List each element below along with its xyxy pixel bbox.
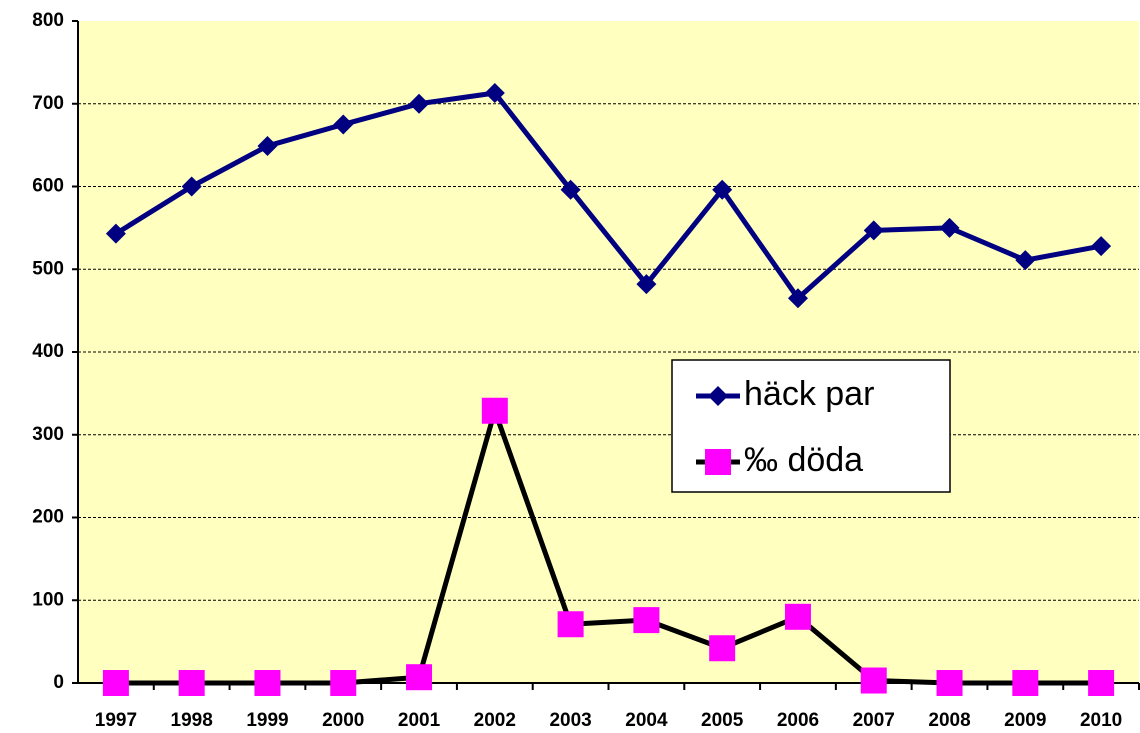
x-tick-label: 2001: [398, 710, 441, 731]
data-point: [254, 670, 281, 696]
data-point: [936, 670, 963, 696]
x-tick-label: 2006: [777, 710, 819, 731]
x-tick-label: 2003: [549, 710, 591, 731]
y-tick-label: 400: [32, 341, 64, 362]
legend-marker: [705, 449, 731, 475]
data-point: [406, 664, 433, 691]
data-point: [409, 93, 430, 114]
y-tick-label: 500: [32, 258, 64, 279]
data-point: [863, 220, 884, 241]
data-point: [636, 274, 657, 295]
data-point: [712, 179, 733, 200]
data-point: [560, 179, 581, 200]
data-point: [181, 176, 202, 197]
data-point: [633, 607, 660, 634]
data-point: [787, 288, 808, 309]
y-tick-label: 200: [32, 507, 64, 528]
data-point: [557, 611, 584, 638]
y-tick-label: 0: [53, 672, 64, 693]
data-point: [481, 397, 508, 424]
data-point: [102, 670, 129, 696]
x-tick-label: 2010: [1080, 710, 1122, 731]
legend-label: ‰ döda: [744, 441, 863, 479]
y-tick-label: 100: [32, 589, 64, 610]
x-tick-label: 2008: [928, 710, 970, 731]
data-point: [178, 670, 205, 696]
y-tick-label: 800: [32, 10, 64, 31]
x-tick-label: 2000: [322, 710, 364, 731]
x-tick-label: 2002: [474, 710, 516, 731]
series-line: [114, 90, 1102, 301]
x-tick-label: 2005: [701, 710, 744, 731]
y-tick-label: 700: [32, 93, 64, 114]
legend-label: häck par: [744, 375, 874, 413]
data-point: [784, 603, 811, 630]
data-point: [709, 635, 736, 662]
data-point: [1091, 236, 1112, 257]
data-point: [1015, 250, 1036, 271]
data-point: [333, 114, 354, 135]
data-point: [257, 135, 278, 156]
x-tick-label: 2004: [625, 710, 668, 731]
x-tick-label: 1999: [246, 710, 288, 731]
data-point: [105, 223, 126, 244]
x-tick-label: 2009: [1004, 710, 1046, 731]
data-point: [484, 82, 505, 103]
data-point: [939, 217, 960, 238]
data-point: [1088, 670, 1115, 696]
x-tick-label: 2007: [853, 710, 895, 731]
x-tick-label: 1998: [171, 710, 213, 731]
data-point: [1012, 670, 1039, 696]
data-point: [330, 670, 357, 696]
y-tick-label: 300: [32, 424, 64, 445]
legend-marker: [708, 386, 728, 406]
data-point: [860, 667, 887, 694]
y-tick-label: 600: [32, 176, 64, 197]
x-tick-label: 1997: [95, 710, 137, 731]
